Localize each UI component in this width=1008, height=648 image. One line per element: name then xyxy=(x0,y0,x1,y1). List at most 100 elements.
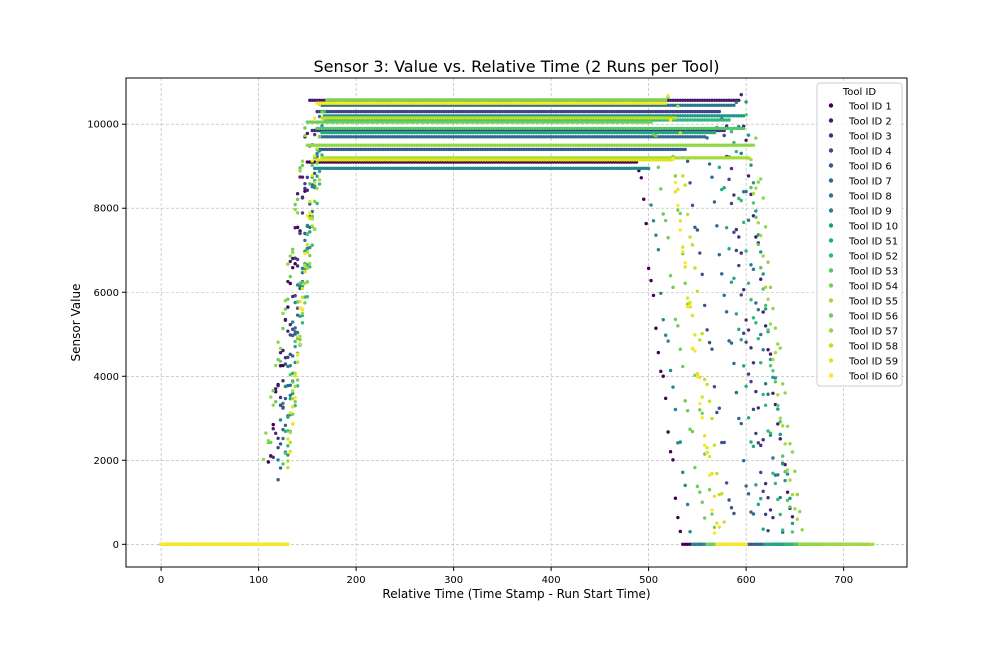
data-point xyxy=(429,101,434,105)
data-point xyxy=(459,109,463,114)
x-tick-label: 200 xyxy=(347,575,366,586)
data-point xyxy=(373,166,378,171)
data-point xyxy=(676,156,680,160)
data-point xyxy=(486,101,490,105)
data-point xyxy=(454,120,458,124)
data-point xyxy=(739,421,743,426)
data-point xyxy=(544,158,548,162)
data-point xyxy=(393,120,397,124)
data-point xyxy=(395,135,400,139)
data-point xyxy=(373,143,378,147)
data-point xyxy=(442,101,446,105)
data-point xyxy=(676,203,680,207)
data-point xyxy=(710,114,714,118)
data-point xyxy=(493,166,497,171)
data-point xyxy=(671,98,675,102)
data-point xyxy=(293,384,297,389)
data-point xyxy=(554,135,558,139)
data-point xyxy=(447,101,451,105)
data-point xyxy=(437,143,441,147)
data-point xyxy=(310,214,314,218)
data-point xyxy=(712,200,717,204)
data-point xyxy=(649,278,653,283)
data-point xyxy=(559,98,563,102)
data-point xyxy=(337,126,341,131)
data-point xyxy=(512,147,517,152)
data-point xyxy=(717,118,722,122)
data-point xyxy=(724,156,729,160)
data-point xyxy=(790,530,795,534)
data-point xyxy=(702,443,707,447)
data-point xyxy=(739,143,743,147)
data-point xyxy=(291,320,295,324)
data-point xyxy=(683,147,687,152)
data-point xyxy=(493,120,497,124)
data-point xyxy=(661,126,665,131)
data-point xyxy=(288,373,292,377)
data-point xyxy=(688,135,692,139)
data-point xyxy=(449,101,453,105)
data-point xyxy=(712,130,717,135)
data-point xyxy=(661,98,665,102)
data-point xyxy=(590,147,595,152)
data-point xyxy=(288,383,292,387)
data-point xyxy=(698,135,702,139)
data-point xyxy=(678,126,683,131)
data-point xyxy=(700,272,704,277)
data-point xyxy=(390,143,395,147)
data-point xyxy=(378,143,383,147)
data-point xyxy=(505,98,509,102)
data-point xyxy=(500,101,505,105)
data-point xyxy=(585,101,590,105)
data-point xyxy=(300,286,305,291)
data-point xyxy=(542,143,546,147)
data-point xyxy=(422,147,427,152)
data-point xyxy=(676,104,680,108)
data-point xyxy=(715,143,719,147)
data-point xyxy=(510,120,514,124)
data-point xyxy=(337,158,341,162)
data-point xyxy=(371,135,375,139)
data-point xyxy=(790,542,795,547)
data-point xyxy=(732,143,736,147)
data-point xyxy=(593,158,597,162)
data-point xyxy=(663,109,668,114)
data-point xyxy=(539,101,544,105)
data-point xyxy=(351,158,356,162)
data-point xyxy=(576,120,580,124)
data-point xyxy=(291,421,295,426)
data-point xyxy=(720,156,724,160)
data-point xyxy=(381,147,385,152)
data-point xyxy=(620,130,624,135)
data-point xyxy=(700,156,704,160)
data-point xyxy=(656,165,661,169)
data-point xyxy=(439,147,444,152)
data-point xyxy=(734,126,739,131)
data-point xyxy=(461,120,466,124)
data-point xyxy=(651,219,656,223)
data-point xyxy=(464,120,468,124)
data-point xyxy=(534,120,539,124)
data-point xyxy=(354,120,358,124)
data-point xyxy=(356,120,361,124)
data-point xyxy=(493,116,497,120)
data-point xyxy=(507,158,512,162)
data-point xyxy=(473,135,478,139)
data-point xyxy=(537,130,541,135)
data-point xyxy=(576,116,580,120)
data-point xyxy=(561,101,565,105)
data-point xyxy=(468,147,473,152)
data-point xyxy=(510,109,514,114)
data-point xyxy=(666,158,670,162)
data-point xyxy=(334,135,339,139)
data-point xyxy=(412,120,417,124)
data-point xyxy=(549,126,553,131)
data-point xyxy=(269,395,273,399)
data-point xyxy=(771,515,775,520)
data-point xyxy=(749,346,753,350)
data-point xyxy=(266,542,271,547)
data-point xyxy=(500,166,505,171)
data-point xyxy=(780,454,785,458)
data-point xyxy=(737,126,741,131)
data-point xyxy=(490,158,495,162)
